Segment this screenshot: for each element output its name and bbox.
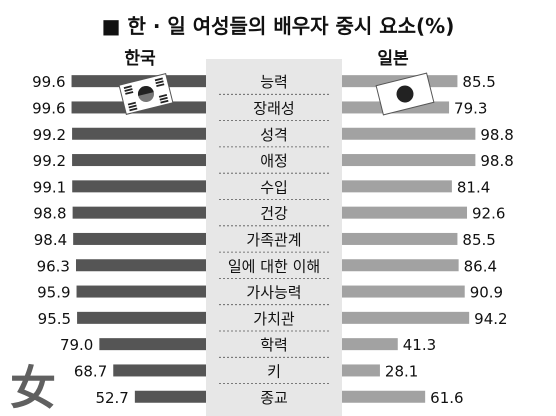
bar-japan-6 xyxy=(342,232,458,245)
bar-japan-8 xyxy=(342,285,465,298)
category-label: 애정 xyxy=(260,152,288,170)
bar-japan-5 xyxy=(342,206,468,219)
bar-japan-7 xyxy=(342,259,459,272)
chart-title: ■ 한 · 일 여성들의 배우자 중시 요소(%) xyxy=(102,14,455,38)
bar-korea-3 xyxy=(72,154,206,167)
bar-japan-10 xyxy=(342,338,398,351)
value-label-korea: 99.2 xyxy=(33,126,66,144)
value-label-japan: 79.3 xyxy=(454,99,487,117)
value-label-japan: 81.4 xyxy=(457,178,490,196)
value-label-japan: 98.8 xyxy=(480,126,513,144)
korea-flag-icon xyxy=(118,73,174,115)
category-label: 장래성 xyxy=(253,99,294,117)
category-label: 가치관 xyxy=(253,310,295,328)
bar-korea-11 xyxy=(113,364,206,377)
value-label-korea: 98.8 xyxy=(33,205,66,223)
value-label-japan: 41.3 xyxy=(403,336,436,354)
value-label-korea: 52.7 xyxy=(95,389,128,407)
bar-japan-12 xyxy=(342,390,426,403)
bar-korea-4 xyxy=(72,180,206,193)
value-label-japan: 85.5 xyxy=(462,231,495,249)
legend-japan: 일본 xyxy=(377,49,409,69)
category-label: 성격 xyxy=(260,126,288,144)
bar-korea-6 xyxy=(73,232,206,245)
category-label: 종교 xyxy=(260,389,288,407)
value-label-korea: 68.7 xyxy=(74,362,107,380)
value-label-japan: 90.9 xyxy=(470,284,503,302)
value-label-japan: 98.8 xyxy=(480,152,513,170)
bar-japan-9 xyxy=(342,311,470,324)
bar-korea-9 xyxy=(77,311,206,324)
category-label: 키 xyxy=(267,362,281,380)
category-label: 가족관계 xyxy=(246,231,301,249)
value-label-korea: 99.1 xyxy=(33,178,66,196)
value-label-korea: 99.6 xyxy=(32,99,65,117)
bar-japan-11 xyxy=(342,364,380,377)
value-label-japan: 28.1 xyxy=(385,362,418,380)
bar-japan-3 xyxy=(342,154,476,167)
bar-korea-5 xyxy=(72,206,207,219)
value-label-japan: 92.6 xyxy=(472,205,505,223)
category-label: 건강 xyxy=(260,205,288,223)
bar-japan-4 xyxy=(342,180,452,193)
category-label: 학력 xyxy=(260,336,288,354)
value-label-japan: 94.2 xyxy=(474,310,507,328)
bar-korea-7 xyxy=(75,259,207,272)
legend-korea: 한국 xyxy=(124,49,156,69)
bar-japan-2 xyxy=(342,127,476,140)
bar-korea-12 xyxy=(134,390,206,403)
value-label-japan: 61.6 xyxy=(430,389,463,407)
value-label-japan: 86.4 xyxy=(464,257,497,275)
category-label: 수입 xyxy=(260,178,288,196)
value-label-korea: 95.9 xyxy=(37,284,70,302)
value-label-korea: 95.5 xyxy=(38,310,71,328)
japan-flag-icon xyxy=(375,72,435,116)
value-label-korea: 99.6 xyxy=(32,73,65,91)
center-column xyxy=(206,59,342,416)
category-label: 능력 xyxy=(260,73,288,91)
bar-korea-8 xyxy=(76,285,206,298)
watermark-glyph: 女 xyxy=(10,361,56,415)
value-label-korea: 99.2 xyxy=(33,152,66,170)
value-label-japan: 85.5 xyxy=(462,73,495,91)
category-label: 가사능력 xyxy=(246,284,301,302)
bar-korea-10 xyxy=(99,338,206,351)
category-label: 일에 대한 이해 xyxy=(228,257,320,275)
value-label-korea: 98.4 xyxy=(34,231,67,249)
bar-korea-2 xyxy=(72,127,206,140)
value-label-korea: 96.3 xyxy=(37,257,70,275)
value-label-korea: 79.0 xyxy=(60,336,93,354)
